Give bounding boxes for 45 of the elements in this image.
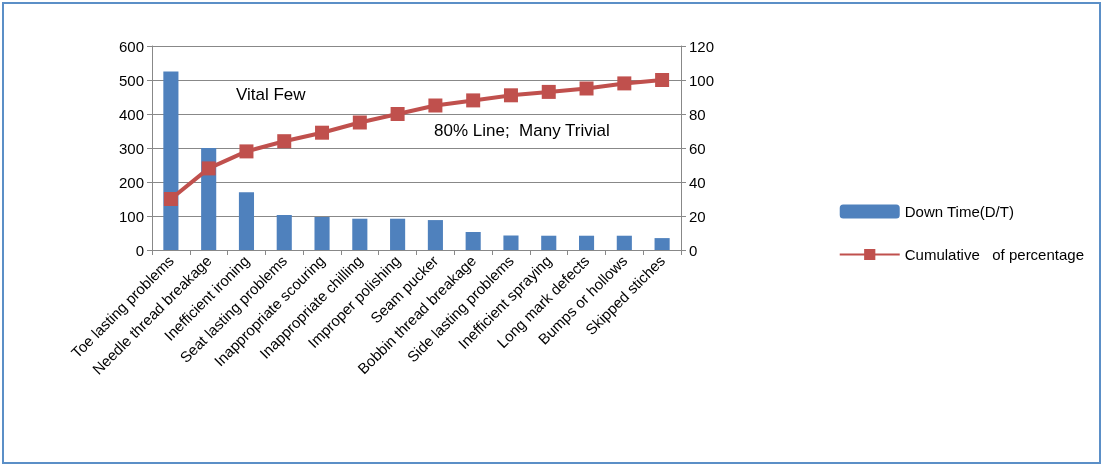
annotation: 80% Line; Many Trivial (434, 121, 610, 140)
bar (276, 214, 292, 250)
legend-label: Cumulative of percentage (904, 246, 1085, 263)
legend-label: Down Time(D/T) (904, 203, 1014, 220)
bar (465, 231, 481, 250)
bar (578, 235, 595, 250)
y-tick-label: 0 (135, 241, 144, 259)
y2-tick-label: 120 (689, 37, 715, 55)
point (579, 81, 594, 96)
y2-tick-label: 100 (689, 71, 715, 89)
y-tick-label: 200 (118, 173, 144, 191)
point (390, 107, 405, 121)
bar (541, 235, 557, 250)
annotation: Vital Few (236, 85, 307, 104)
point (617, 76, 632, 91)
y2-tick-label: 60 (689, 139, 706, 157)
y-tick-label: 100 (118, 207, 144, 225)
y2-tick-label: 20 (689, 207, 706, 225)
y2-tick-label: 80 (689, 105, 706, 123)
y-tick-label: 400 (118, 105, 144, 123)
bar (314, 217, 330, 250)
bar (352, 218, 368, 250)
point (541, 84, 556, 99)
point (352, 115, 367, 130)
point (466, 93, 481, 108)
bar (427, 220, 443, 250)
y-tick-label: 600 (118, 37, 144, 55)
bar (654, 238, 670, 250)
y-tick-label: 500 (118, 71, 144, 89)
y2-tick-label: 40 (689, 173, 706, 191)
point (201, 161, 216, 176)
point (315, 125, 330, 140)
point (277, 134, 292, 149)
point (428, 98, 443, 113)
bar (503, 235, 519, 250)
bar (238, 192, 255, 250)
y2-tick-label: 0 (689, 241, 698, 259)
point (655, 73, 670, 87)
y-tick-label: 300 (118, 139, 144, 157)
point (239, 144, 254, 159)
point (163, 192, 178, 206)
point (503, 88, 518, 103)
bar (616, 235, 632, 250)
bar (390, 218, 406, 250)
bar (163, 71, 179, 250)
